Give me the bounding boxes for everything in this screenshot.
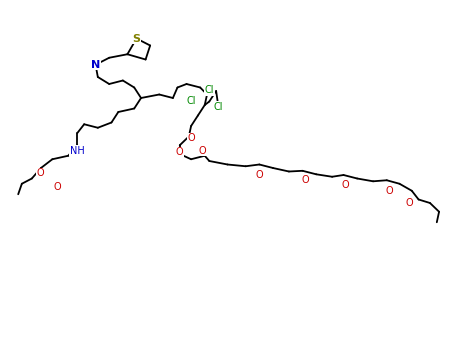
Text: N: N (91, 60, 100, 70)
Text: O: O (342, 181, 349, 190)
Text: O: O (406, 198, 413, 208)
Text: O: O (301, 175, 308, 185)
Text: O: O (53, 182, 61, 192)
Text: O: O (176, 147, 183, 157)
Text: O: O (256, 170, 263, 180)
Text: S: S (132, 34, 141, 43)
Text: Cl: Cl (205, 85, 214, 95)
Text: O: O (385, 186, 393, 196)
Text: Cl: Cl (214, 102, 223, 112)
Text: Cl: Cl (187, 97, 196, 106)
Text: O: O (199, 146, 206, 155)
Text: NH: NH (70, 146, 85, 155)
Text: O: O (36, 168, 44, 178)
Text: O: O (187, 133, 195, 143)
